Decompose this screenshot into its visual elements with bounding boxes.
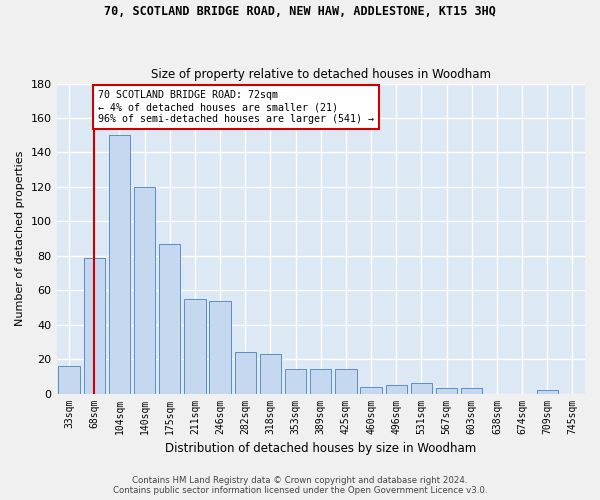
Bar — [285, 370, 307, 394]
Bar — [335, 370, 356, 394]
Bar — [184, 299, 206, 394]
Bar — [83, 258, 105, 394]
Bar — [536, 390, 558, 394]
Bar — [235, 352, 256, 394]
Bar — [436, 388, 457, 394]
Bar — [310, 370, 331, 394]
Bar — [209, 300, 231, 394]
Bar — [461, 388, 482, 394]
Text: Contains HM Land Registry data © Crown copyright and database right 2024.
Contai: Contains HM Land Registry data © Crown c… — [113, 476, 487, 495]
Title: Size of property relative to detached houses in Woodham: Size of property relative to detached ho… — [151, 68, 491, 81]
Bar — [159, 244, 181, 394]
Bar — [386, 385, 407, 394]
Y-axis label: Number of detached properties: Number of detached properties — [15, 151, 25, 326]
Bar — [109, 135, 130, 394]
Text: 70, SCOTLAND BRIDGE ROAD, NEW HAW, ADDLESTONE, KT15 3HQ: 70, SCOTLAND BRIDGE ROAD, NEW HAW, ADDLE… — [104, 5, 496, 18]
Bar — [58, 366, 80, 394]
Bar — [134, 187, 155, 394]
X-axis label: Distribution of detached houses by size in Woodham: Distribution of detached houses by size … — [165, 442, 476, 455]
Bar — [260, 354, 281, 394]
Bar — [361, 386, 382, 394]
Bar — [411, 383, 432, 394]
Text: 70 SCOTLAND BRIDGE ROAD: 72sqm
← 4% of detached houses are smaller (21)
96% of s: 70 SCOTLAND BRIDGE ROAD: 72sqm ← 4% of d… — [98, 90, 374, 124]
